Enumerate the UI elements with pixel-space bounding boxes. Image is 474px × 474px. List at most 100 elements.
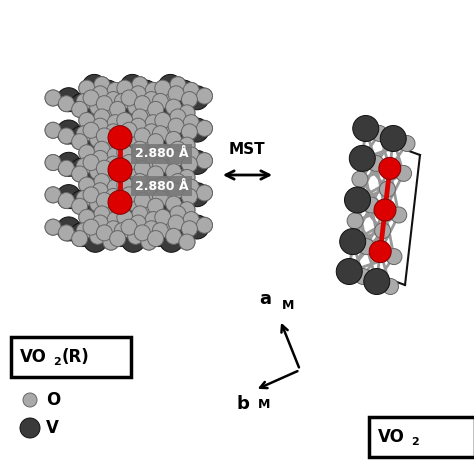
Circle shape	[103, 105, 119, 121]
Circle shape	[103, 169, 119, 185]
Circle shape	[120, 217, 137, 233]
Circle shape	[72, 198, 88, 214]
Circle shape	[92, 183, 108, 199]
Circle shape	[152, 126, 168, 142]
Circle shape	[109, 166, 126, 182]
Circle shape	[72, 230, 88, 246]
Circle shape	[107, 179, 123, 195]
Circle shape	[183, 211, 199, 228]
Circle shape	[45, 155, 61, 171]
Circle shape	[82, 74, 106, 99]
Circle shape	[58, 225, 74, 241]
Circle shape	[152, 126, 168, 142]
Circle shape	[155, 145, 171, 161]
Circle shape	[76, 223, 92, 238]
Circle shape	[182, 124, 197, 140]
Circle shape	[145, 115, 161, 131]
Circle shape	[92, 86, 108, 102]
Circle shape	[96, 225, 112, 241]
Circle shape	[182, 189, 197, 204]
Circle shape	[170, 173, 186, 190]
Circle shape	[399, 136, 415, 152]
Circle shape	[158, 120, 174, 137]
Circle shape	[158, 139, 182, 163]
Circle shape	[141, 169, 157, 185]
Circle shape	[345, 187, 371, 213]
Circle shape	[146, 126, 170, 150]
Circle shape	[109, 101, 126, 118]
Circle shape	[148, 230, 164, 246]
Text: V: V	[46, 419, 59, 437]
Circle shape	[82, 171, 106, 195]
Circle shape	[144, 91, 159, 108]
Circle shape	[182, 156, 197, 172]
Circle shape	[70, 190, 94, 214]
Circle shape	[158, 88, 174, 104]
Circle shape	[170, 141, 186, 157]
Circle shape	[155, 145, 171, 161]
Circle shape	[132, 206, 148, 222]
Circle shape	[120, 88, 137, 104]
Circle shape	[165, 228, 182, 244]
Circle shape	[144, 189, 159, 204]
Circle shape	[158, 88, 174, 104]
Circle shape	[183, 179, 199, 195]
FancyBboxPatch shape	[369, 417, 474, 457]
Circle shape	[146, 93, 170, 118]
Circle shape	[57, 184, 81, 209]
Circle shape	[121, 99, 146, 123]
Circle shape	[95, 120, 118, 144]
Circle shape	[197, 217, 212, 233]
Circle shape	[158, 185, 174, 201]
Circle shape	[158, 153, 174, 169]
Circle shape	[179, 202, 195, 218]
Circle shape	[172, 210, 196, 233]
Circle shape	[90, 228, 106, 244]
Circle shape	[155, 80, 171, 96]
Circle shape	[96, 128, 112, 144]
Circle shape	[141, 234, 157, 250]
Circle shape	[83, 228, 107, 252]
Circle shape	[79, 80, 95, 96]
Circle shape	[146, 223, 170, 246]
Circle shape	[182, 156, 197, 172]
Circle shape	[58, 96, 74, 112]
Circle shape	[128, 131, 144, 147]
Circle shape	[144, 91, 159, 108]
Circle shape	[159, 99, 183, 123]
Circle shape	[179, 105, 195, 121]
Circle shape	[90, 196, 106, 212]
Circle shape	[155, 210, 171, 225]
Circle shape	[144, 124, 159, 140]
Circle shape	[96, 145, 119, 169]
Circle shape	[108, 223, 132, 246]
Circle shape	[45, 187, 61, 203]
Circle shape	[45, 219, 61, 235]
Circle shape	[132, 77, 148, 92]
Circle shape	[132, 109, 148, 125]
Circle shape	[391, 207, 407, 223]
Circle shape	[121, 219, 137, 235]
Circle shape	[117, 80, 133, 96]
Circle shape	[128, 196, 144, 212]
Circle shape	[168, 183, 184, 199]
Circle shape	[120, 153, 137, 169]
Circle shape	[168, 215, 184, 231]
Circle shape	[108, 126, 132, 150]
Circle shape	[94, 206, 110, 222]
Circle shape	[114, 158, 130, 174]
Circle shape	[144, 156, 159, 172]
Circle shape	[121, 131, 146, 155]
Circle shape	[90, 164, 106, 180]
Circle shape	[96, 225, 112, 241]
Circle shape	[141, 105, 157, 121]
Circle shape	[114, 126, 130, 142]
Circle shape	[121, 122, 137, 138]
Circle shape	[109, 182, 133, 207]
Circle shape	[372, 126, 388, 142]
Circle shape	[183, 115, 199, 131]
Circle shape	[120, 204, 145, 228]
Circle shape	[158, 217, 174, 233]
Circle shape	[134, 96, 150, 112]
Text: (R): (R)	[62, 348, 90, 366]
